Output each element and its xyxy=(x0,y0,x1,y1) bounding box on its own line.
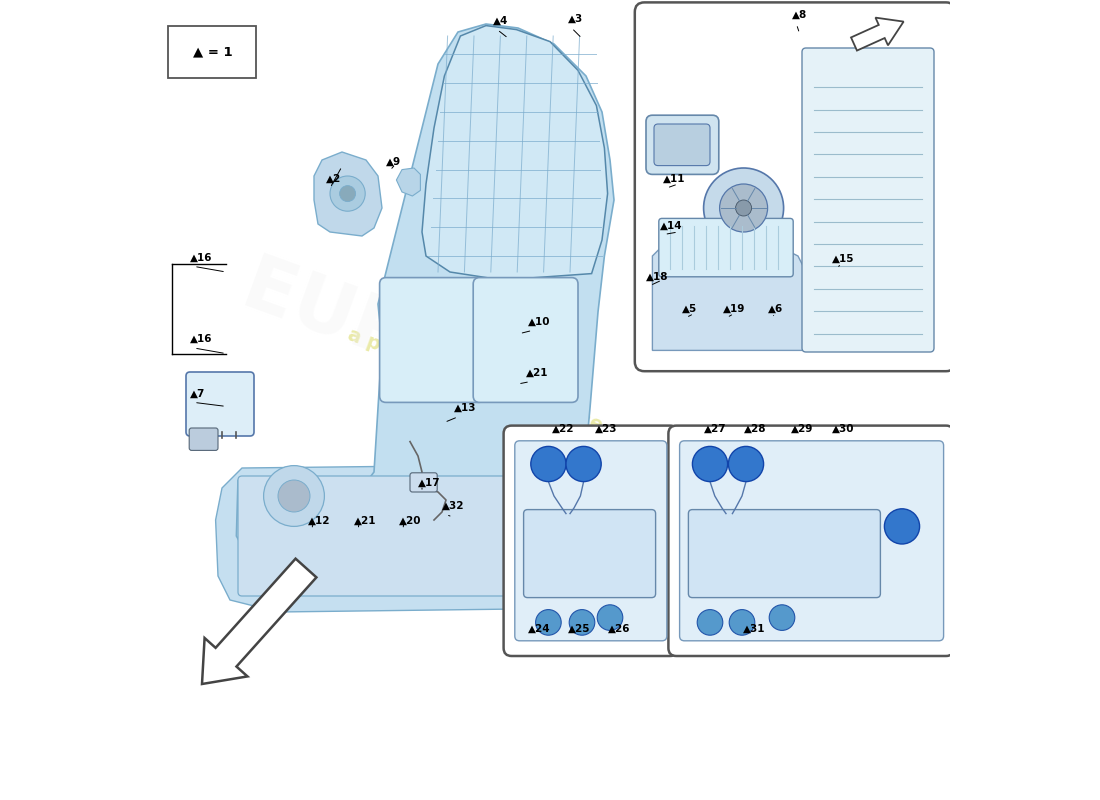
Text: ▲15: ▲15 xyxy=(833,254,855,264)
Text: a passion for parts since...: a passion for parts since... xyxy=(345,325,627,443)
Text: ▲12: ▲12 xyxy=(308,515,330,526)
FancyBboxPatch shape xyxy=(654,124,710,166)
FancyBboxPatch shape xyxy=(410,473,437,492)
FancyBboxPatch shape xyxy=(515,441,667,641)
FancyBboxPatch shape xyxy=(680,441,944,641)
Circle shape xyxy=(719,184,768,232)
Circle shape xyxy=(728,446,763,482)
FancyBboxPatch shape xyxy=(689,510,880,598)
Text: ▲19: ▲19 xyxy=(723,304,745,314)
FancyArrow shape xyxy=(202,558,317,684)
FancyBboxPatch shape xyxy=(504,426,678,656)
Text: ▲22: ▲22 xyxy=(552,424,575,434)
Circle shape xyxy=(736,200,751,216)
Text: EUROpa: EUROpa xyxy=(232,250,580,438)
Text: ▲9: ▲9 xyxy=(386,157,402,166)
Text: ▲30: ▲30 xyxy=(833,424,855,434)
FancyBboxPatch shape xyxy=(659,218,793,277)
Circle shape xyxy=(884,509,920,544)
Polygon shape xyxy=(314,152,382,236)
Text: ▲ = 1: ▲ = 1 xyxy=(192,46,232,58)
Circle shape xyxy=(597,605,623,630)
Text: ▲17: ▲17 xyxy=(418,478,441,488)
Text: ▲10: ▲10 xyxy=(528,317,551,326)
Circle shape xyxy=(692,446,727,482)
FancyBboxPatch shape xyxy=(473,278,578,402)
Circle shape xyxy=(569,610,595,635)
Text: ▲23: ▲23 xyxy=(595,424,617,434)
Text: ▲24: ▲24 xyxy=(528,624,551,634)
FancyBboxPatch shape xyxy=(189,428,218,450)
Text: ▲13: ▲13 xyxy=(454,403,476,413)
Circle shape xyxy=(697,610,723,635)
Polygon shape xyxy=(216,464,634,612)
Text: ▲8: ▲8 xyxy=(792,10,807,20)
Text: ▲20: ▲20 xyxy=(399,515,421,526)
Text: ▲32: ▲32 xyxy=(442,501,464,510)
FancyBboxPatch shape xyxy=(186,372,254,436)
FancyBboxPatch shape xyxy=(635,2,956,371)
Text: ▲28: ▲28 xyxy=(745,424,767,434)
Text: ▲11: ▲11 xyxy=(663,174,685,184)
Polygon shape xyxy=(236,24,614,586)
Polygon shape xyxy=(422,26,607,280)
FancyBboxPatch shape xyxy=(646,115,718,174)
FancyBboxPatch shape xyxy=(524,510,656,598)
Circle shape xyxy=(278,480,310,512)
Text: ▲18: ▲18 xyxy=(646,272,669,282)
Text: ▲2: ▲2 xyxy=(326,174,341,184)
Circle shape xyxy=(531,446,566,482)
Text: ▲6: ▲6 xyxy=(768,304,783,314)
Circle shape xyxy=(264,466,324,526)
Text: ▲16: ▲16 xyxy=(190,334,212,344)
Circle shape xyxy=(729,610,755,635)
Text: ▲21: ▲21 xyxy=(354,515,376,526)
Text: ▲21: ▲21 xyxy=(526,367,549,378)
Circle shape xyxy=(769,605,795,630)
Circle shape xyxy=(536,610,561,635)
FancyArrow shape xyxy=(851,18,903,50)
Circle shape xyxy=(566,446,602,482)
FancyBboxPatch shape xyxy=(379,278,484,402)
Polygon shape xyxy=(652,244,806,350)
FancyBboxPatch shape xyxy=(168,26,256,78)
Text: ▲4: ▲4 xyxy=(493,15,508,26)
Text: ▲27: ▲27 xyxy=(704,424,727,434)
FancyBboxPatch shape xyxy=(238,476,590,596)
Text: ▲5: ▲5 xyxy=(682,304,697,314)
Text: ▲14: ▲14 xyxy=(660,220,683,230)
Text: ▲25: ▲25 xyxy=(569,624,591,634)
Text: ▲7: ▲7 xyxy=(190,388,206,398)
Circle shape xyxy=(330,176,365,211)
FancyBboxPatch shape xyxy=(669,426,954,656)
FancyBboxPatch shape xyxy=(802,48,934,352)
Text: ▲31: ▲31 xyxy=(742,624,766,634)
Circle shape xyxy=(340,186,355,202)
Text: ▲29: ▲29 xyxy=(791,424,813,434)
Text: ▲16: ▲16 xyxy=(190,253,212,262)
Text: ▲26: ▲26 xyxy=(608,624,631,634)
Text: ▲3: ▲3 xyxy=(568,14,583,24)
Circle shape xyxy=(704,168,783,248)
Polygon shape xyxy=(396,168,420,196)
